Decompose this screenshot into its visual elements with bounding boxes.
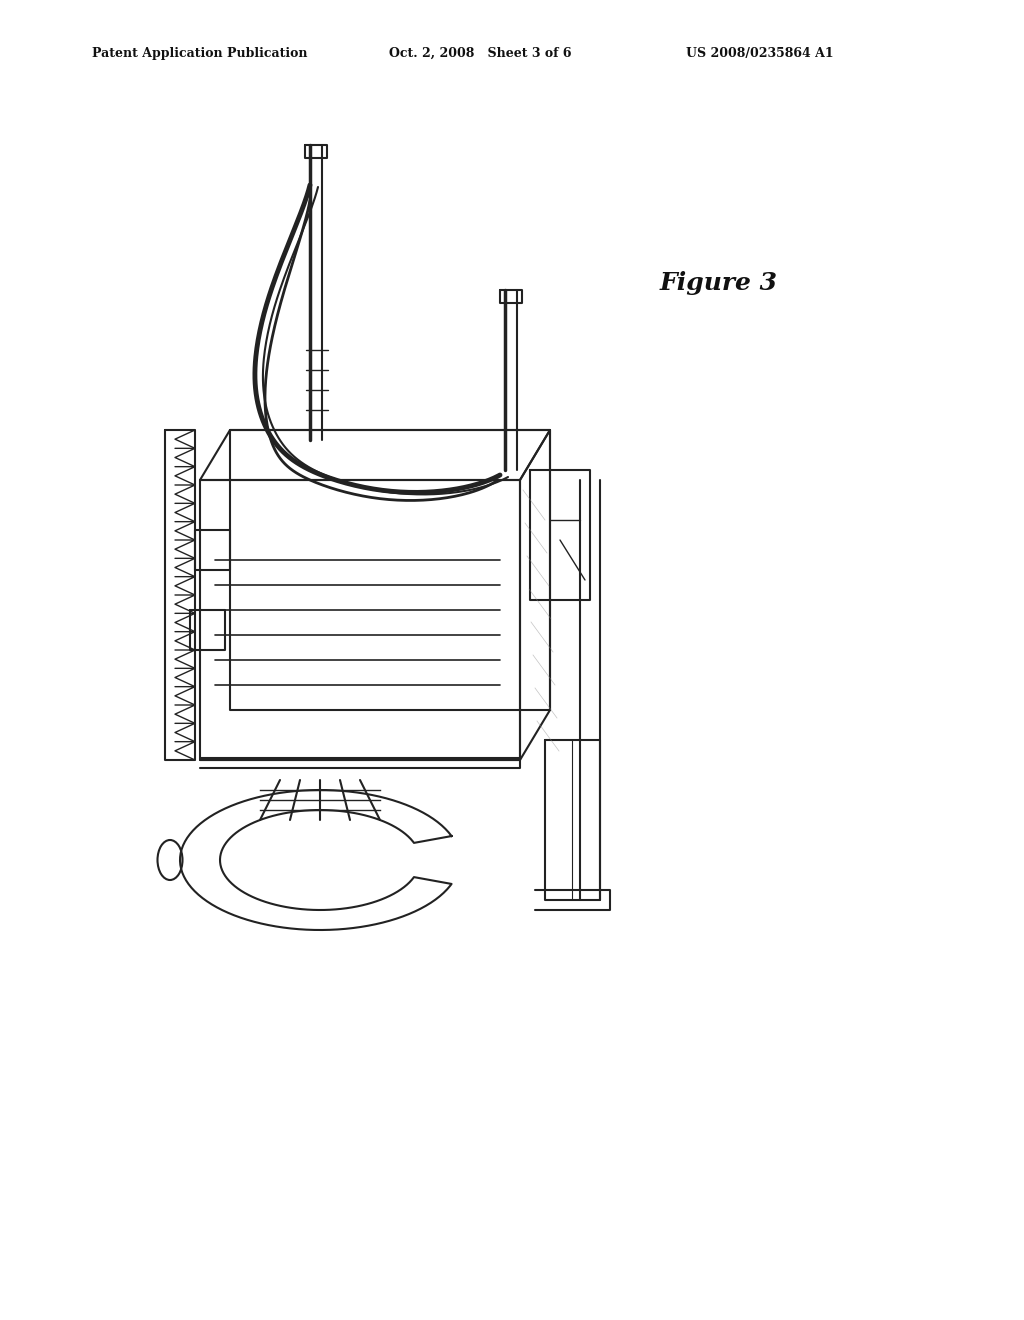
Text: Oct. 2, 2008   Sheet 3 of 6: Oct. 2, 2008 Sheet 3 of 6 <box>389 46 571 59</box>
Text: Figure 3: Figure 3 <box>660 271 778 294</box>
Text: Patent Application Publication: Patent Application Publication <box>92 46 307 59</box>
Text: US 2008/0235864 A1: US 2008/0235864 A1 <box>686 46 834 59</box>
